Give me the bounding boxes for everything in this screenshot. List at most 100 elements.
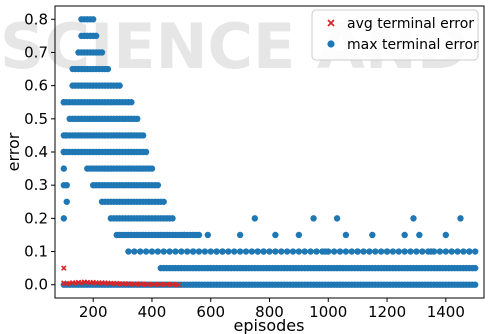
max-error-point: [160, 198, 167, 205]
max-error-point: [160, 248, 167, 255]
x-tick-label: 1000: [309, 303, 347, 321]
max-error-point: [207, 248, 214, 255]
y-tick-label: 0.5: [24, 110, 48, 128]
max-error-point: [148, 165, 156, 172]
max-error-point: [348, 248, 355, 255]
max-error-point: [301, 248, 308, 255]
max-error-point: [134, 115, 141, 123]
max-error-point: [236, 248, 244, 255]
max-error-point: [98, 49, 106, 56]
max-error-point: [330, 248, 338, 255]
max-error-point: [283, 248, 291, 255]
max-error-point: [195, 231, 203, 239]
max-error-point: [377, 248, 385, 255]
max-error-point: [254, 248, 261, 255]
legend-box: [311, 9, 479, 61]
max-error-point: [454, 248, 461, 255]
max-error-point: [142, 148, 150, 156]
x-tick-label: 1400: [427, 303, 465, 321]
max-error-point: [413, 248, 420, 255]
max-error-point: [104, 65, 112, 73]
max-error-point: [201, 248, 209, 255]
y-tick-label: 0.3: [24, 176, 48, 194]
max-error-point: [369, 231, 376, 239]
max-error-point: [471, 281, 479, 288]
max-error-point: [92, 32, 100, 40]
x-tick-label: 400: [138, 303, 167, 321]
max-error-point: [154, 181, 162, 189]
max-error-point: [236, 231, 244, 239]
y-tick-label: 0.8: [24, 10, 48, 28]
x-axis-label: episodes: [234, 316, 305, 334]
max-error-point: [137, 248, 144, 255]
max-error-point: [401, 231, 408, 239]
x-tick-label: 600: [196, 303, 225, 321]
y-tick-label: 0.4: [24, 143, 48, 161]
y-axis-label: error: [4, 132, 23, 171]
max-error-point: [116, 82, 123, 89]
max-error-point: [131, 248, 138, 255]
max-error-point: [333, 215, 341, 222]
legend: avg terminal error max terminal error: [311, 9, 479, 61]
max-error-point: [181, 231, 188, 239]
max-error-point: [436, 248, 444, 255]
max-error-point: [322, 248, 329, 255]
max-error-point: [410, 215, 417, 222]
max-error-point: [448, 248, 455, 255]
max-error-point: [60, 148, 68, 156]
max-error-point: [336, 248, 344, 255]
y-tick-label: 0.2: [24, 209, 48, 227]
max-error-point: [128, 99, 135, 106]
max-error-point: [419, 248, 426, 255]
x-tick-label: 800: [255, 303, 284, 321]
x-tick-label: 200: [79, 303, 108, 321]
max-error-point: [442, 231, 450, 239]
max-error-point: [225, 248, 232, 255]
legend-label-avg: avg terminal error: [347, 16, 474, 32]
max-error-point: [139, 132, 147, 139]
y-tick-label: 0.1: [24, 243, 48, 261]
max-error-point: [166, 248, 173, 255]
max-error-point: [310, 215, 317, 222]
max-error-point: [295, 248, 303, 255]
max-error-point: [460, 248, 467, 255]
max-error-point: [342, 231, 350, 239]
data-marks: [60, 16, 479, 288]
y-tick-label: 0.7: [24, 43, 48, 61]
max-error-point: [416, 231, 423, 239]
max-error-point: [354, 248, 361, 255]
max-error-point: [466, 248, 473, 255]
max-error-point: [125, 248, 132, 255]
max-error-point: [260, 248, 267, 255]
max-error-point: [389, 248, 397, 255]
max-error-point: [272, 231, 279, 239]
max-error-point: [63, 181, 70, 189]
max-error-point: [278, 248, 285, 255]
avg-error-point: [61, 265, 67, 271]
max-error-point: [195, 248, 203, 255]
max-error-point: [248, 248, 256, 255]
max-error-point: [401, 248, 408, 255]
legend-marker-max: [327, 40, 335, 48]
x-tick-label: 1200: [368, 303, 406, 321]
max-error-point: [457, 215, 464, 222]
max-error-point: [89, 16, 97, 23]
legend-label-max: max terminal error: [347, 37, 479, 53]
max-error-point: [366, 248, 373, 255]
max-error-point: [169, 215, 176, 222]
max-error-point: [60, 99, 68, 106]
max-error-point: [471, 264, 479, 272]
max-error-point: [372, 248, 379, 255]
max-error-point: [272, 248, 279, 255]
max-error-point: [442, 248, 450, 255]
max-error-point: [266, 248, 273, 255]
max-error-point: [251, 215, 259, 222]
legend-marker-avg: [327, 19, 335, 27]
max-error-point: [342, 248, 350, 255]
y-tick-label: 0.0: [24, 276, 48, 294]
avg-error-point: [175, 281, 182, 288]
max-error-point: [383, 248, 391, 255]
max-error-point: [395, 248, 402, 255]
max-error-point: [313, 248, 320, 255]
max-error-point: [471, 248, 479, 255]
